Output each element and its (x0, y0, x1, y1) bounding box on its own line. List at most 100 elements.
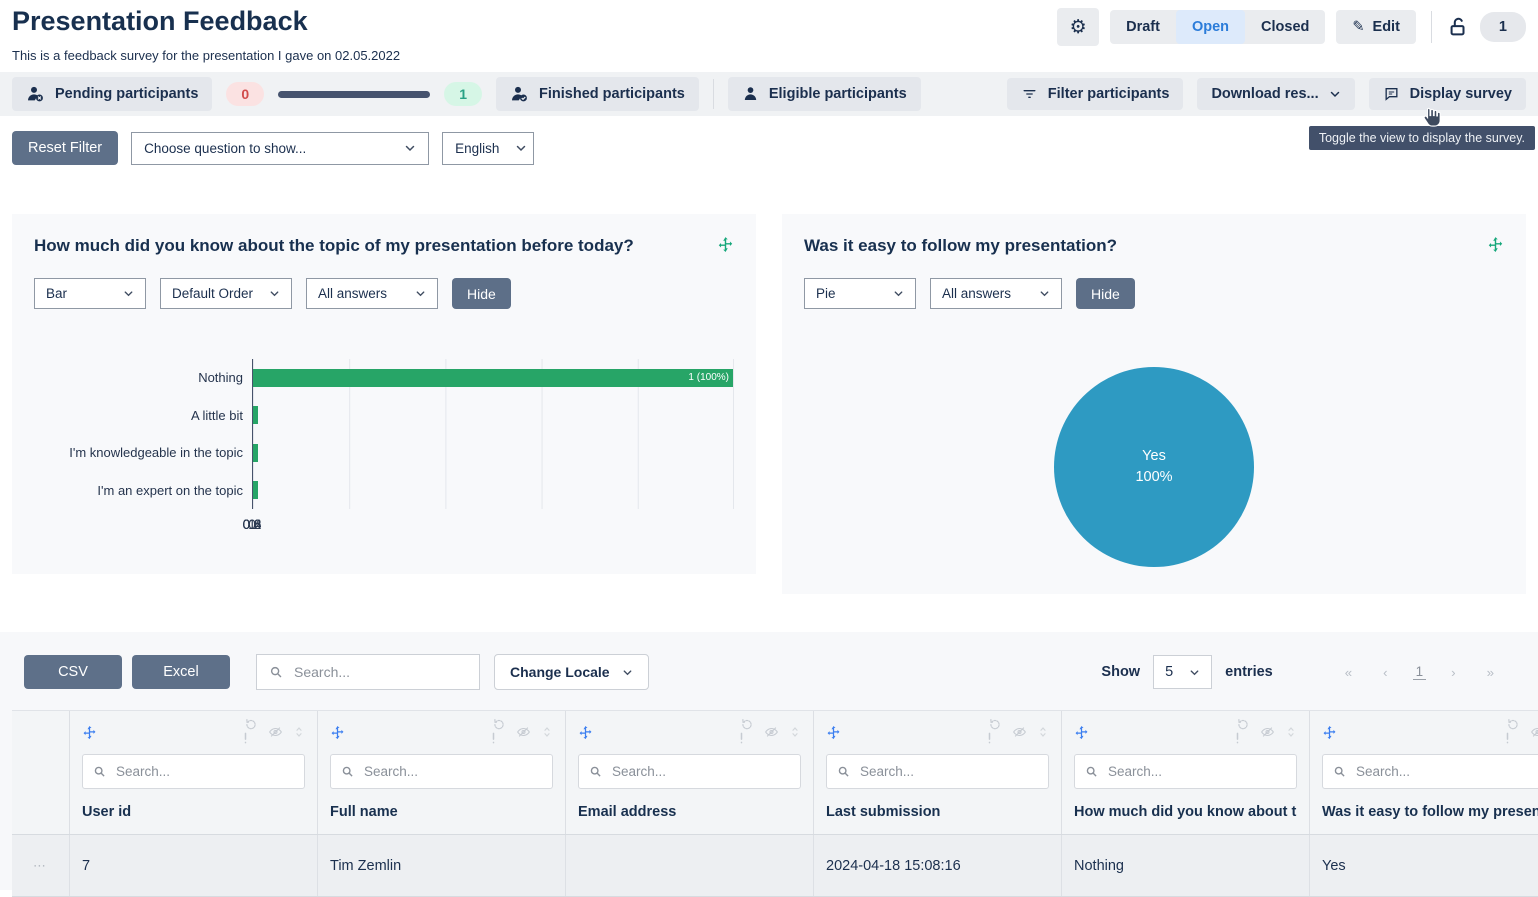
chevron-down-icon (415, 288, 426, 299)
eye-slash-icon[interactable] (1260, 725, 1275, 739)
column-header-last-submission: Last submission (814, 711, 1062, 834)
refresh-alert-icon[interactable] (988, 717, 1002, 748)
filter-row: Reset Filter Choose question to show... … (0, 116, 1538, 180)
edit-button[interactable]: ✎ Edit (1336, 10, 1416, 44)
finished-count-badge: 1 (444, 82, 483, 106)
global-search (256, 654, 480, 690)
divider (712, 79, 714, 109)
cursor-pointer-icon (1420, 104, 1443, 129)
move-icon[interactable] (1074, 725, 1089, 740)
column-search-input[interactable] (1354, 763, 1534, 780)
column-search-input[interactable] (610, 763, 790, 780)
pie-slice-percent: 100% (1135, 469, 1173, 485)
column-header-question-2: Was it easy to follow my presentation? (1310, 711, 1538, 834)
download-responses-button[interactable]: Download res... (1197, 78, 1355, 110)
pencil-icon: ✎ (1352, 19, 1365, 35)
change-locale-button[interactable]: Change Locale (494, 654, 649, 690)
search-icon (589, 765, 602, 778)
pending-count-badge: 0 (226, 82, 265, 106)
search-icon (1085, 765, 1098, 778)
move-icon[interactable] (1487, 236, 1504, 253)
bar-knowledgeable (253, 443, 258, 462)
page-size-select[interactable]: 5 (1153, 655, 1213, 689)
status-tab-draft[interactable]: Draft (1110, 10, 1176, 44)
chart-title: Was it easy to follow my presentation? (804, 236, 1117, 255)
row-actions-menu[interactable]: ⋯ (12, 835, 70, 896)
pie-slice-label: Yes (1142, 447, 1166, 464)
status-tab-open[interactable]: Open (1175, 10, 1246, 44)
refresh-alert-icon[interactable] (1506, 717, 1520, 748)
chevron-down-icon (1329, 88, 1341, 100)
actions-column-header (12, 711, 70, 834)
hide-chart-button[interactable]: Hide (1076, 278, 1135, 309)
export-excel-button[interactable]: Excel (132, 655, 230, 689)
last-page-button[interactable]: » (1481, 664, 1500, 681)
status-tab-closed[interactable]: Closed (1245, 10, 1325, 44)
search-input[interactable] (292, 663, 467, 681)
column-search-input[interactable] (1106, 763, 1286, 780)
hide-chart-button[interactable]: Hide (452, 278, 511, 309)
bar-nothing: 1 (100%) (253, 368, 734, 387)
cell-question-1: Nothing (1062, 835, 1310, 896)
category-label: I'm knowledgeable in the topic (69, 445, 243, 461)
refresh-alert-icon[interactable] (492, 717, 506, 748)
pending-participants-button[interactable]: Pending participants (12, 77, 213, 111)
search-icon (837, 765, 850, 778)
x-tick: 0.4 (242, 517, 262, 532)
survey-description: This is a feedback survey for the presen… (12, 48, 401, 63)
chart-type-select[interactable]: Bar (34, 278, 146, 309)
sort-icon[interactable] (789, 725, 801, 739)
eligible-participants-button[interactable]: Eligible participants (727, 77, 921, 111)
unlocked-icon (1447, 15, 1469, 39)
move-icon[interactable] (578, 725, 593, 740)
move-icon[interactable] (826, 725, 841, 740)
category-label: I'm an expert on the topic (97, 482, 243, 498)
question-select[interactable]: Choose question to show... (131, 131, 430, 165)
order-select[interactable]: Default Order (160, 278, 292, 309)
person-x-icon (26, 85, 45, 103)
display-survey-button[interactable]: Display survey (1368, 78, 1526, 110)
refresh-alert-icon[interactable] (740, 717, 754, 748)
sort-icon[interactable] (541, 725, 553, 739)
column-search (330, 754, 553, 789)
search-icon (1333, 765, 1346, 778)
column-search-input[interactable] (362, 763, 542, 780)
bar-chart: Nothing A little bit I'm knowledgeable i… (34, 359, 734, 535)
column-search-input[interactable] (114, 763, 294, 780)
chevron-down-icon (893, 288, 904, 299)
reset-filter-button[interactable]: Reset Filter (12, 131, 119, 165)
refresh-alert-icon[interactable] (1236, 717, 1250, 748)
answers-select[interactable]: All answers (930, 278, 1062, 309)
sort-icon[interactable] (1285, 725, 1297, 739)
move-icon[interactable] (1322, 725, 1337, 740)
chart-type-select[interactable]: Pie (804, 278, 916, 309)
answers-select[interactable]: All answers (306, 278, 438, 309)
column-search (1322, 754, 1538, 789)
pagination: « ‹ 1 › » (1339, 664, 1500, 681)
eye-slash-icon[interactable] (268, 725, 283, 739)
pie-chart: Yes 100% (1054, 367, 1254, 567)
column-search-input[interactable] (858, 763, 1038, 780)
column-header-email: Email address (566, 711, 814, 834)
eye-slash-icon[interactable] (1012, 725, 1027, 739)
move-icon[interactable] (82, 725, 97, 740)
person-check-icon (510, 85, 529, 103)
eye-slash-icon[interactable] (764, 725, 779, 739)
move-icon[interactable] (330, 725, 345, 740)
language-select[interactable]: English (442, 131, 535, 165)
export-csv-button[interactable]: CSV (24, 655, 122, 689)
next-page-button[interactable]: › (1445, 664, 1461, 681)
table-row[interactable]: ⋯ 7 Tim Zemlin 2024-04-18 15:08:16 Nothi… (12, 835, 1538, 897)
first-page-button[interactable]: « (1339, 664, 1358, 681)
filter-participants-button[interactable]: Filter participants (1006, 78, 1184, 110)
sort-icon[interactable] (293, 725, 305, 739)
move-icon[interactable] (717, 236, 734, 253)
eye-slash-icon[interactable] (1530, 725, 1538, 739)
current-page[interactable]: 1 (1412, 664, 1427, 680)
sort-icon[interactable] (1037, 725, 1049, 739)
refresh-alert-icon[interactable] (244, 717, 258, 748)
finished-participants-button[interactable]: Finished participants (496, 77, 699, 111)
settings-button[interactable]: ⚙ (1057, 8, 1100, 46)
eye-slash-icon[interactable] (516, 725, 531, 739)
prev-page-button[interactable]: ‹ (1377, 664, 1393, 681)
